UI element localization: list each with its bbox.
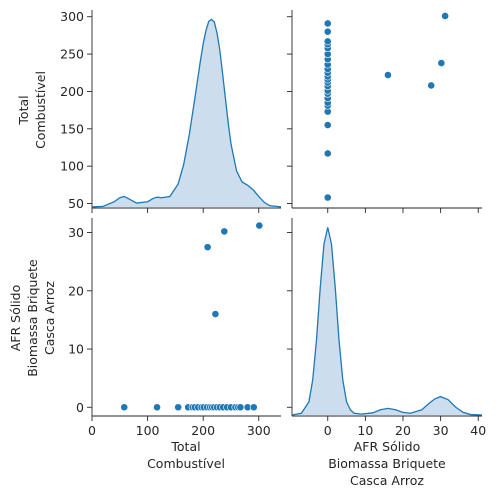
scatter-point-top-right-26 [441,12,450,20]
y-tick-label-total-250: 250 [60,47,84,62]
x-tick-label-total-100: 100 [136,423,160,438]
scatter-point-bottom-left-25 [220,227,229,236]
scatter-point-top-right-23 [384,71,392,79]
scatter-point-top-right-1 [323,149,332,158]
x-axis-title-total-line1: Total [170,439,200,454]
y-axis-title-total-line2: Combustível [33,71,48,149]
x-tick-label-afr-20: 20 [395,423,411,438]
y-tick-label-afr-0: 0 [76,400,84,415]
y-axis-title-total-line1: Total [16,95,31,125]
scatter-point-bottom-left-20 [236,403,245,412]
y-tick-label-total-300: 300 [60,9,84,24]
x-axis-title-afr-line1: AFR Sólido [354,439,421,454]
y-axis-title-afr-line2: Biomassa Briquete [25,259,40,377]
kde-total-line [91,18,282,208]
y-tick-label-total-150: 150 [60,121,84,136]
scatter-point-bottom-left-22 [249,403,258,412]
x-tick-label-total-0: 0 [88,423,96,438]
scatter-point-top-right-25 [437,59,446,67]
scatter-point-top-right-0 [323,193,332,202]
y-tick-label-afr-20: 20 [68,283,84,298]
x-tick-label-afr-30: 30 [433,423,449,438]
y-tick-label-total-50: 50 [68,196,84,211]
x-axis-title-afr-line2: Biomassa Briquete [328,456,446,471]
y-tick-label-afr-30: 30 [68,225,84,240]
scatter-point-bottom-left-24 [203,243,212,252]
x-tick-label-total-200: 200 [191,423,215,438]
y-axis-title-afr-line1: AFR Sólido [8,285,23,352]
scatter-point-top-right-24 [427,81,436,90]
kde-afr-fill [292,227,482,415]
y-tick-label-total-200: 200 [60,84,84,99]
scatter-point-bottom-left-0 [120,403,129,412]
scatter-point-bottom-left-2 [174,403,183,412]
x-tick-label-afr-0: 0 [324,423,332,438]
scatter-point-bottom-left-1 [153,403,161,412]
y-tick-label-total-100: 100 [60,159,84,174]
x-tick-label-afr-10: 10 [357,423,373,438]
scatter-point-bottom-left-23 [211,310,220,318]
kde-afr-line [291,227,483,416]
x-axis-title-afr-line3: Casca Arroz [350,473,424,488]
scatter-point-top-right-20 [323,37,332,46]
scatter-point-top-right-21 [323,27,332,36]
scatter-point-top-right-22 [323,19,332,28]
y-axis-title-afr-line3: Casca Arroz [42,281,57,355]
scatter-point-top-right-2 [323,121,332,129]
y-tick-label-afr-10: 10 [68,342,84,357]
x-axis-title-total-line2: Combustível [147,456,225,471]
scatter-point-bottom-left-26 [255,221,264,230]
kde-total-fill [92,19,281,207]
x-tick-label-total-300: 300 [247,423,271,438]
x-tick-label-afr-40: 40 [470,423,486,438]
